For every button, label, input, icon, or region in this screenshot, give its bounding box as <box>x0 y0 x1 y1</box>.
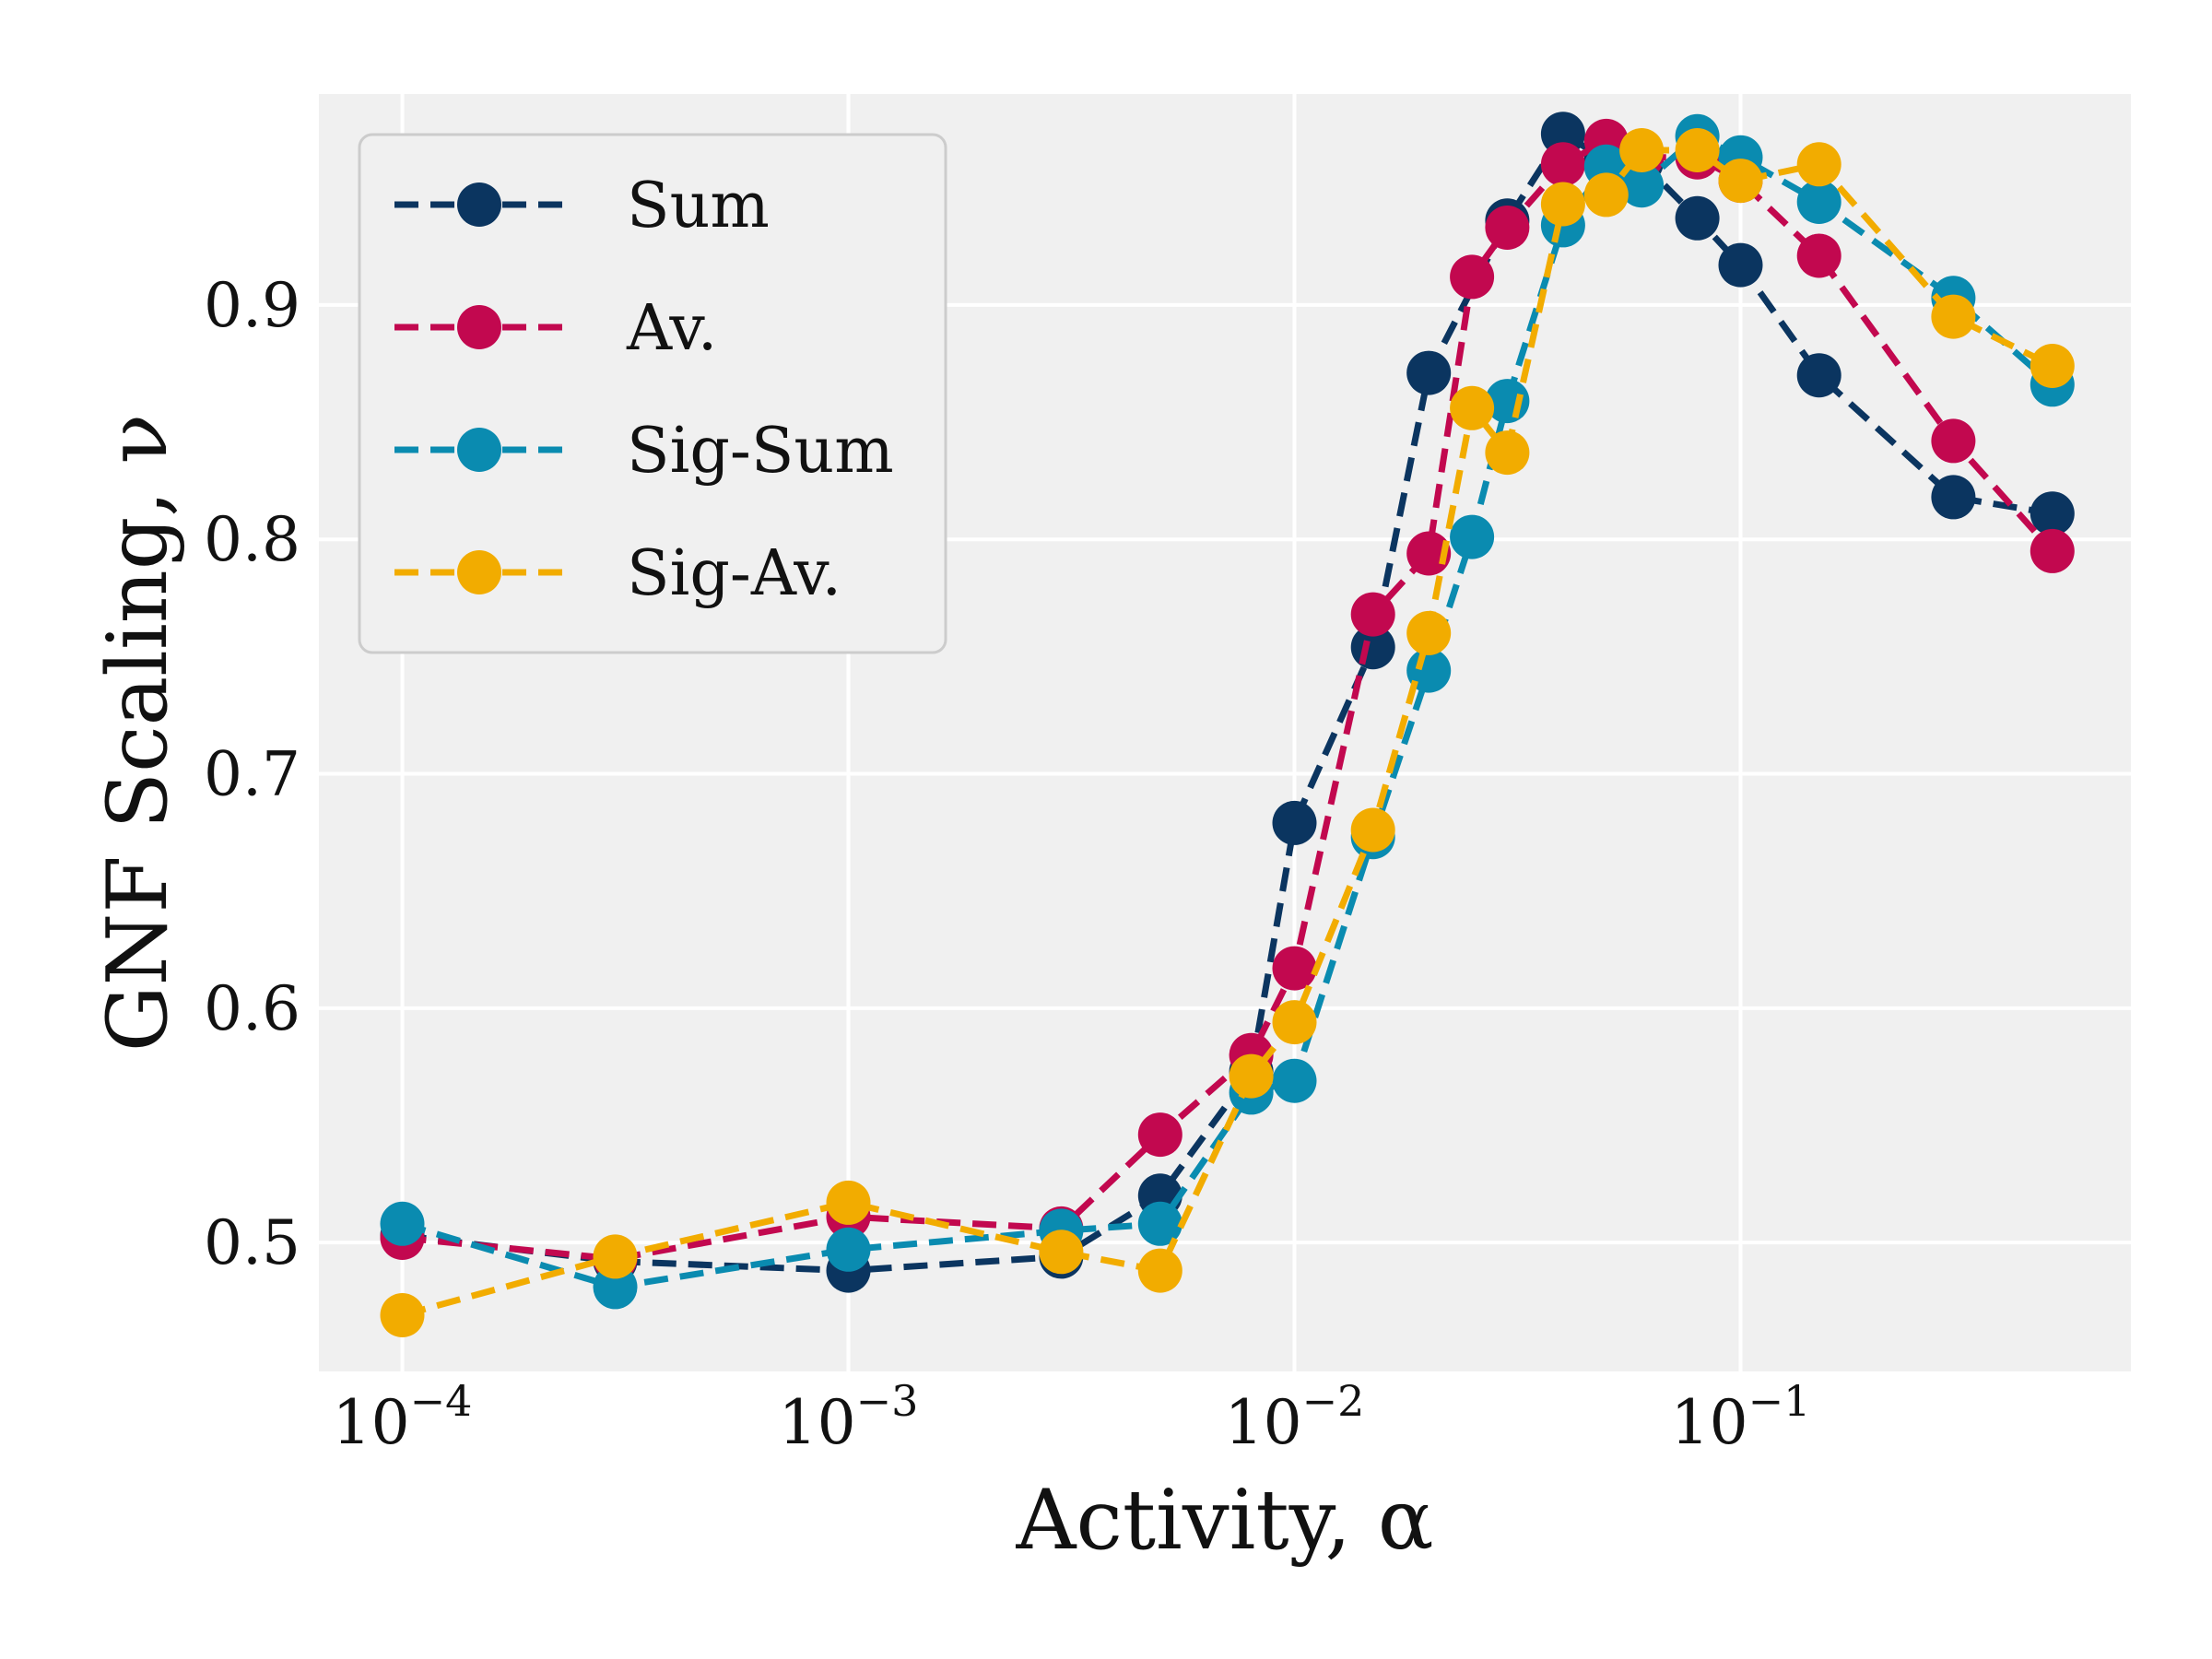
data-point-sig-av <box>1675 128 1720 172</box>
data-point-av <box>1485 206 1530 250</box>
legend-marker-sig-sum <box>457 428 501 472</box>
data-point-sig-av <box>1718 159 1763 204</box>
x-tick-exponent: −2 <box>1302 1376 1365 1426</box>
x-tick-label: 10−2 <box>1225 1376 1365 1458</box>
x-tick-exponent: −4 <box>410 1376 473 1426</box>
x-tick-base: 10 <box>1225 1387 1302 1458</box>
x-tick-exponent: −3 <box>856 1376 919 1426</box>
data-point-sum <box>1406 350 1452 395</box>
data-point-sig-sum <box>1796 180 1841 224</box>
data-point-sig-av <box>1450 385 1495 430</box>
legend-label-sum: Sum <box>627 170 770 242</box>
data-point-sig-sum <box>380 1201 425 1246</box>
x-tick-label: 10−3 <box>779 1376 919 1458</box>
x-tick-label: 10−1 <box>1671 1376 1811 1458</box>
legend-item-sig-av: Sig-Av. <box>394 537 841 610</box>
y-tick-label: 0.5 <box>204 1207 300 1278</box>
data-point-sig-av <box>1540 182 1585 227</box>
legend-marker-sig-av <box>457 550 501 594</box>
legend-item-av: Av. <box>394 292 717 365</box>
data-point-sum <box>1540 112 1585 157</box>
legend-item-sig-sum: Sig-Sum <box>394 415 894 488</box>
data-point-av <box>1272 946 1317 991</box>
data-point-sig-av <box>2030 344 2075 388</box>
x-tick-base: 10 <box>1671 1387 1748 1458</box>
data-point-sig-av <box>1619 128 1665 172</box>
x-tick-exponent: −1 <box>1748 1376 1811 1426</box>
y-tick-label: 0.6 <box>204 973 300 1044</box>
series-layer <box>380 112 2075 1337</box>
data-point-sum <box>1718 242 1763 288</box>
data-point-sig-av <box>826 1180 871 1225</box>
y-tick-label: 0.8 <box>204 504 300 575</box>
y-axis-ticks: 0.5 0.6 0.7 0.8 0.9 <box>204 270 300 1278</box>
legend: Sum Av. Sig-Sum Sig-Av. <box>358 133 947 654</box>
data-point-sig-sum <box>826 1227 871 1272</box>
legend-label-av: Av. <box>626 292 717 365</box>
data-point-sig-av <box>1406 610 1452 655</box>
y-tick-label: 0.9 <box>204 270 300 341</box>
data-point-av <box>1406 531 1452 576</box>
data-point-sig-av <box>1796 142 1841 187</box>
data-point-av <box>2030 528 2075 573</box>
data-point-av <box>1350 592 1395 637</box>
data-point-sig-av <box>1272 1000 1317 1045</box>
x-tick-base: 10 <box>333 1387 410 1458</box>
x-axis-label: Activity, α <box>1015 1472 1433 1569</box>
y-axis-label: GNF Scaling, ν <box>89 414 186 1053</box>
legend-marker-sum <box>457 182 501 227</box>
legend-label-sig-sum: Sig-Sum <box>627 415 894 488</box>
data-point-sig-sum <box>1272 1058 1317 1103</box>
data-point-sum <box>1931 475 1976 520</box>
x-tick-base: 10 <box>779 1387 856 1458</box>
legend-marker-av <box>457 305 501 349</box>
data-point-av <box>1931 418 1976 464</box>
data-point-sig-sum <box>593 1265 638 1310</box>
data-point-sum <box>1675 195 1720 241</box>
data-point-sig-av <box>1583 172 1629 218</box>
x-axis-ticks: 10−4 10−3 10−2 10−1 <box>333 1376 1811 1458</box>
data-point-sig-av <box>1350 807 1395 853</box>
data-point-sum <box>1272 800 1317 845</box>
data-point-sig-sum <box>1619 163 1665 208</box>
data-point-sig-av <box>1039 1230 1084 1275</box>
legend-label-sig-av: Sig-Av. <box>627 537 841 610</box>
x-tick-label: 10−4 <box>333 1376 473 1458</box>
data-point-sig-av <box>1931 294 1976 339</box>
y-tick-label: 0.7 <box>204 739 300 810</box>
data-point-sig-av <box>380 1293 425 1337</box>
legend-item-sum: Sum <box>394 170 770 242</box>
data-point-av <box>1450 254 1495 300</box>
data-point-sig-sum <box>1450 514 1495 559</box>
data-point-av <box>1796 233 1841 278</box>
data-point-sig-sum <box>1137 1201 1182 1246</box>
data-point-av <box>1540 142 1585 187</box>
legend-box <box>358 133 947 654</box>
data-point-av <box>1137 1112 1182 1158</box>
data-point-sig-av <box>593 1234 638 1279</box>
data-point-sum <box>1796 353 1841 398</box>
data-point-sum <box>2030 491 2075 536</box>
series-sig-av <box>380 128 2075 1337</box>
data-point-sig-av <box>1485 430 1530 476</box>
data-point-sig-av <box>1137 1248 1182 1293</box>
data-point-sig-av <box>1229 1053 1274 1099</box>
